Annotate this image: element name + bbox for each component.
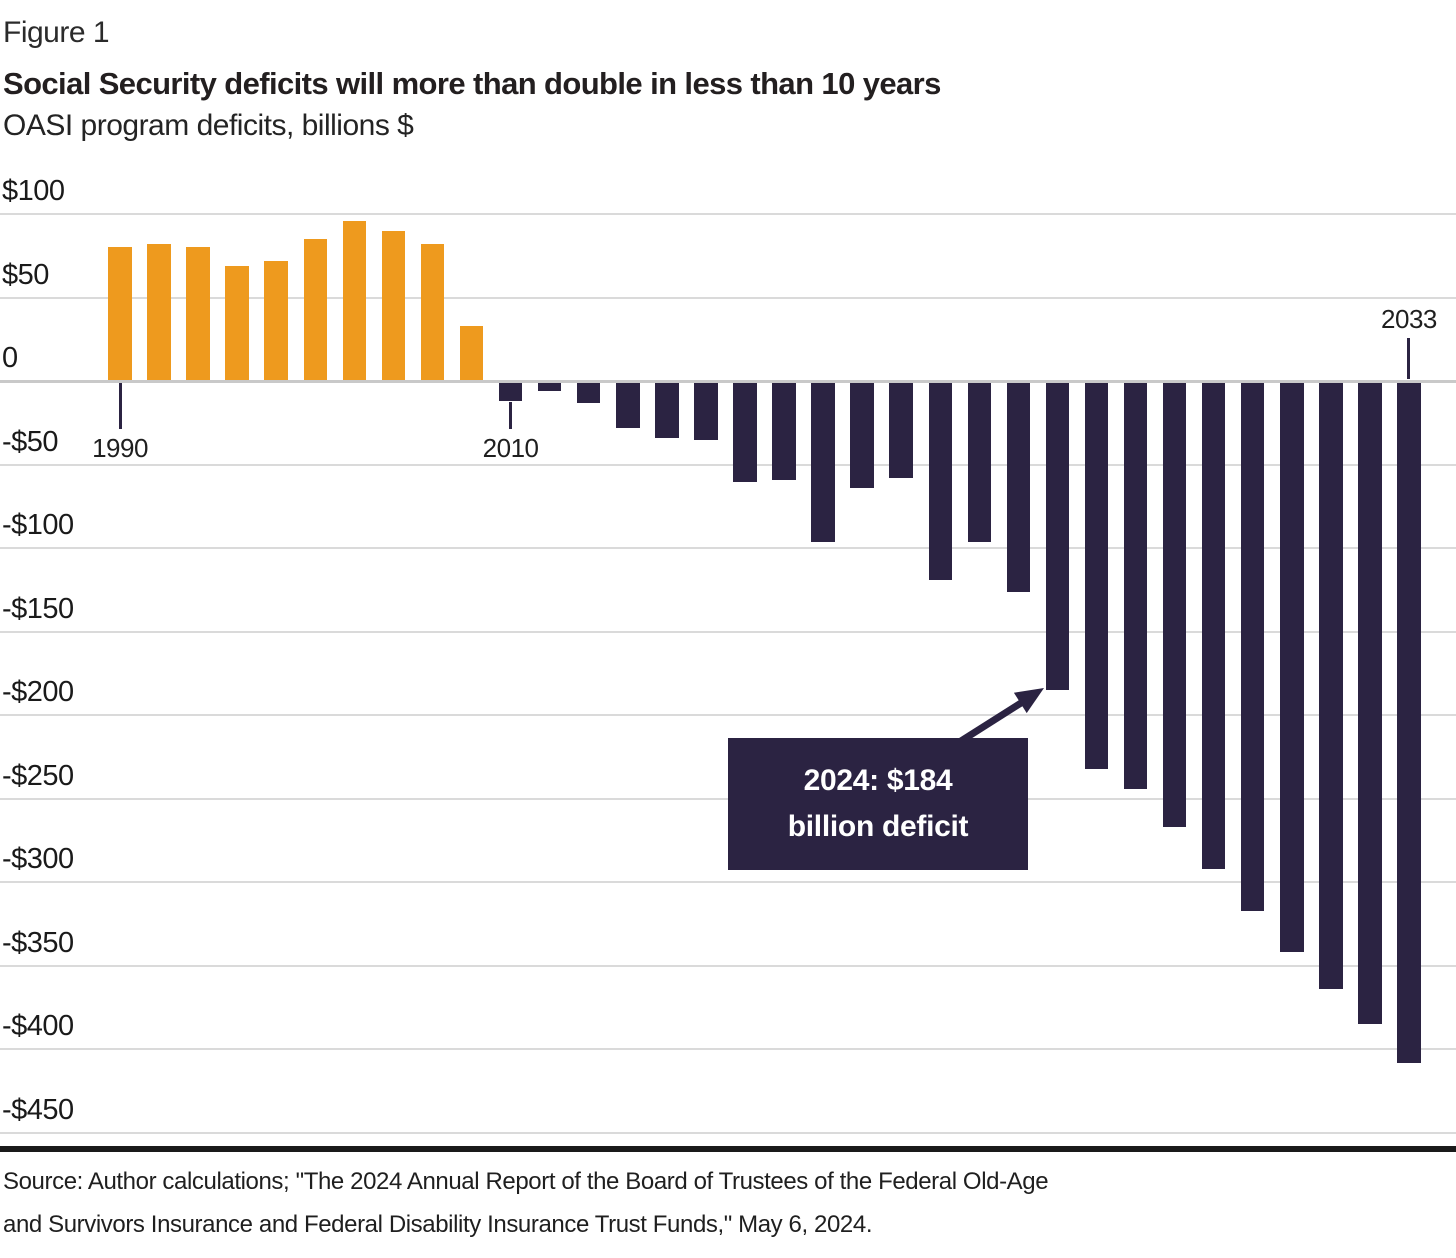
bar-2017	[772, 383, 796, 480]
bar-2027	[1162, 383, 1187, 828]
bar-2033	[1397, 383, 1421, 1063]
x-tick-label-2033: 2033	[1381, 304, 1437, 334]
bar-2015	[694, 383, 718, 440]
bar-2020	[889, 383, 913, 479]
y-axis-label-neg200: -$200	[2, 676, 74, 708]
bar-2021	[928, 383, 952, 581]
zero-gridline	[0, 380, 1456, 383]
bar-2030	[1280, 383, 1304, 953]
bar-2019	[850, 383, 874, 489]
y-axis-label-neg50: -$50	[2, 425, 59, 458]
source-line-2: and Survivors Insurance and Federal Disa…	[3, 1211, 873, 1238]
bar-1994	[186, 247, 210, 380]
bar-2002	[342, 220, 367, 380]
bar-2010	[498, 383, 523, 402]
bar-1996	[225, 265, 249, 380]
bar-2025	[1084, 383, 1109, 769]
annotation-line2: billion deficit	[787, 810, 969, 843]
y-axis-label-neg250: -$250	[2, 759, 74, 792]
y-gridline	[0, 213, 1456, 215]
y-axis-label-neg100: -$100	[2, 509, 74, 541]
x-tick-label-2010: 2010	[482, 433, 539, 463]
y-gridline	[0, 296, 1456, 299]
x-tick-line-2033	[1407, 338, 1411, 379]
figure-label: Figure 1	[3, 16, 110, 49]
chart-title: Social Security deficits will more than …	[3, 66, 941, 101]
y-axis-label-100: $100	[2, 175, 65, 207]
bar-2016	[733, 383, 757, 482]
bar-2023	[1006, 383, 1031, 592]
bar-2032	[1358, 383, 1382, 1025]
x-tick-line-2010	[509, 402, 513, 429]
y-axis-label-50: $50	[2, 258, 49, 291]
y-axis-label-neg450: -$450	[2, 1093, 74, 1126]
bar-2031	[1319, 383, 1343, 990]
y-axis-label-neg400: -$400	[2, 1010, 74, 1042]
y-axis-label-0: 0	[2, 342, 18, 374]
x-tick-label-1990: 1990	[92, 433, 148, 463]
bar-2000	[303, 239, 328, 380]
bar-2008	[459, 325, 484, 380]
bar-2004	[381, 230, 406, 380]
y-axis-label-neg350: -$350	[2, 926, 74, 959]
bar-2026	[1123, 383, 1148, 789]
bar-2006	[420, 244, 445, 380]
bar-2028	[1201, 383, 1226, 869]
x-tick-line-1990	[118, 383, 122, 429]
y-gridline	[0, 881, 1456, 883]
annotation-callout: 2024: $184 billion deficit	[728, 738, 1028, 870]
bar-2024	[1045, 383, 1070, 691]
footer-divider	[0, 1146, 1456, 1152]
y-gridline	[0, 547, 1456, 549]
bar-1992	[147, 244, 171, 380]
bar-2018	[811, 383, 835, 542]
bar-2022	[967, 383, 992, 542]
bar-2014	[655, 383, 679, 439]
bar-2012	[576, 383, 601, 404]
y-gridline	[0, 463, 1456, 466]
chart-subtitle: OASI program deficits, billions $	[3, 109, 414, 142]
bar-1990	[108, 247, 132, 380]
y-gridline	[0, 1048, 1456, 1050]
y-axis-label-neg150: -$150	[2, 592, 74, 625]
y-gridline	[0, 964, 1456, 967]
bar-2011	[537, 383, 562, 392]
source-line-1: Source: Author calculations; "The 2024 A…	[3, 1168, 1049, 1195]
y-gridline	[0, 714, 1456, 716]
y-gridline	[0, 1131, 1456, 1134]
y-axis-label-neg300: -$300	[2, 843, 74, 875]
y-gridline	[0, 630, 1456, 633]
annotation-line1: 2024: $184	[803, 764, 953, 797]
bar-2029	[1240, 383, 1265, 911]
bar-1998	[264, 260, 288, 380]
bar-2013	[616, 383, 640, 429]
